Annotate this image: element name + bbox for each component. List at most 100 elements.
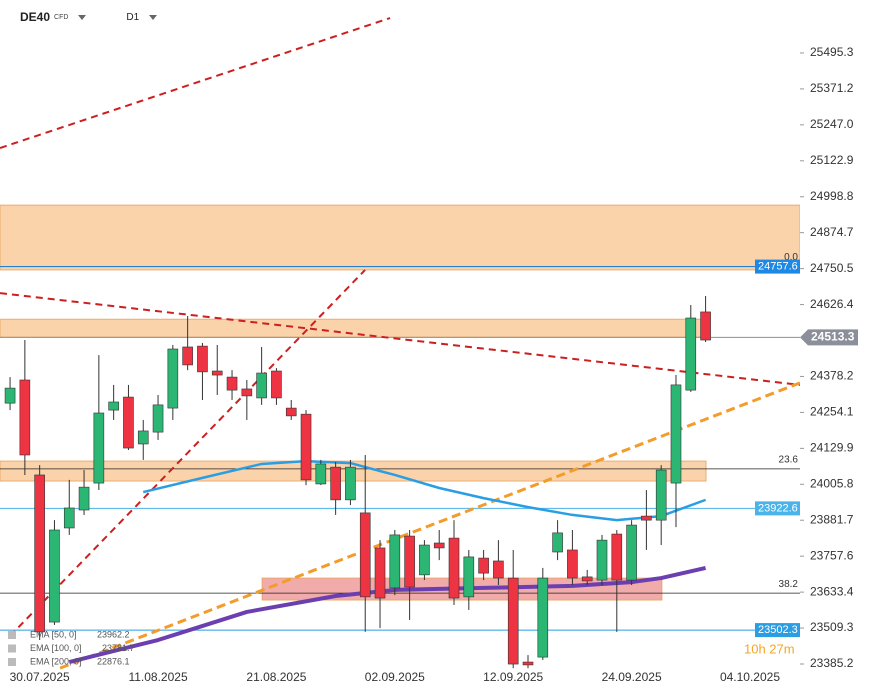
price-label: 23922.6 [758, 502, 798, 514]
trendline [0, 17, 391, 149]
legend-icon [8, 644, 16, 653]
x-tick-label: 24.09.2025 [602, 670, 662, 684]
candle-body [285, 407, 297, 417]
ema-line [142, 459, 707, 522]
y-tick-label: 25122.9 [810, 153, 854, 167]
y-tick-label: 24750.5 [810, 261, 854, 275]
y-tick-label: 23757.6 [810, 548, 854, 562]
countdown: 10h 27m [744, 641, 795, 656]
candle-body [359, 512, 371, 598]
candle-body [49, 529, 60, 623]
x-tick-label: 12.09.2025 [483, 670, 543, 684]
price-label-box [755, 259, 800, 274]
trendline [0, 292, 801, 386]
candle-body [256, 372, 267, 399]
price-label: 23502.3 [758, 624, 798, 636]
fib-label: 38.2 [779, 579, 799, 590]
candle-body [433, 542, 445, 549]
candle-body [537, 577, 549, 658]
y-tick-label: 24874.7 [810, 225, 854, 239]
legend-icon [8, 658, 16, 666]
candle-body [4, 387, 16, 404]
candle-body [596, 539, 608, 581]
candle-body [345, 466, 356, 501]
y-tick-label: 23509.3 [810, 620, 854, 634]
y-tick-label: 25371.2 [810, 81, 854, 95]
trendline [59, 381, 801, 670]
legend-label: EMA [50, 0] [30, 629, 77, 639]
candle-body [123, 396, 134, 449]
legend-label: EMA [200, 0] [30, 656, 82, 666]
x-tick-label: 04.10.2025 [720, 670, 780, 684]
instrument: CFD [54, 13, 69, 21]
y-tick-label: 23633.4 [810, 584, 854, 598]
candle-body [241, 388, 253, 397]
candle-body [655, 469, 667, 521]
legend-value: 22876.1 [97, 656, 130, 666]
fib-label: 23.6 [779, 455, 799, 466]
candle-body [611, 533, 623, 581]
current-price-label: 24513.3 [811, 330, 855, 344]
x-tick-label: 30.07.2025 [10, 670, 70, 684]
candle-body [567, 549, 578, 579]
candle-body [271, 370, 282, 399]
timeframe-dropdown[interactable] [149, 14, 158, 20]
zone [0, 204, 801, 271]
legend-value: 23781.7 [102, 643, 135, 653]
candle-body [152, 404, 164, 433]
candle-body [137, 430, 149, 445]
candle-body [685, 317, 697, 391]
y-tick-label: 25247.0 [810, 117, 854, 131]
x-tick-label: 11.08.2025 [128, 670, 187, 684]
candle-body [641, 515, 652, 521]
y-tick-label: 23881.7 [810, 512, 854, 526]
candle-body [300, 413, 312, 481]
candle-body [626, 524, 637, 581]
candle-body [374, 547, 386, 599]
y-tick-label: 24378.2 [810, 369, 854, 383]
candle-body [478, 557, 489, 574]
legend-value: 23962.2 [97, 629, 130, 639]
candle-body [389, 534, 401, 589]
candle-body [463, 556, 475, 598]
candle-body [226, 376, 238, 391]
price-label: 24757.6 [758, 260, 798, 272]
y-tick-label: 23385.2 [810, 656, 854, 670]
y-tick-label: 25495.3 [810, 45, 854, 59]
candle-body [330, 466, 341, 501]
candle-body [581, 576, 593, 582]
y-tick-label: 24626.4 [810, 297, 854, 311]
candle-body [34, 474, 45, 633]
candle-body [211, 370, 223, 376]
candle-body [63, 507, 75, 529]
header: DE40 CFD D1 [0, 0, 158, 34]
x-tick-label: 21.08.2025 [246, 670, 306, 684]
candle-body [315, 463, 327, 485]
candle-body [167, 348, 179, 409]
candle-body [419, 544, 430, 576]
symbol[interactable]: DE40 [20, 10, 51, 24]
trendline [9, 269, 366, 637]
axis-bg [800, 0, 871, 694]
x-tick-label: 02.09.2025 [365, 670, 425, 684]
candle-body [670, 384, 682, 484]
price-label-box [755, 623, 800, 638]
y-tick-label: 24005.8 [810, 476, 854, 490]
timeframe[interactable]: D1 [126, 11, 140, 23]
candle-body [197, 345, 208, 373]
candle-body [78, 486, 90, 511]
fib-label: 0.0 [784, 252, 798, 263]
symbol-dropdown[interactable] [78, 14, 87, 20]
candle-body [93, 412, 105, 484]
candle-body [404, 535, 415, 588]
ema-line [68, 565, 707, 664]
candle-body [493, 560, 504, 579]
candle-body [522, 661, 534, 666]
y-tick-label: 24129.9 [810, 441, 854, 455]
y-tick-label: 24998.8 [810, 189, 854, 203]
candle-body [19, 379, 31, 456]
price-label-box [755, 501, 800, 516]
y-tick-label: 24254.1 [810, 405, 854, 419]
